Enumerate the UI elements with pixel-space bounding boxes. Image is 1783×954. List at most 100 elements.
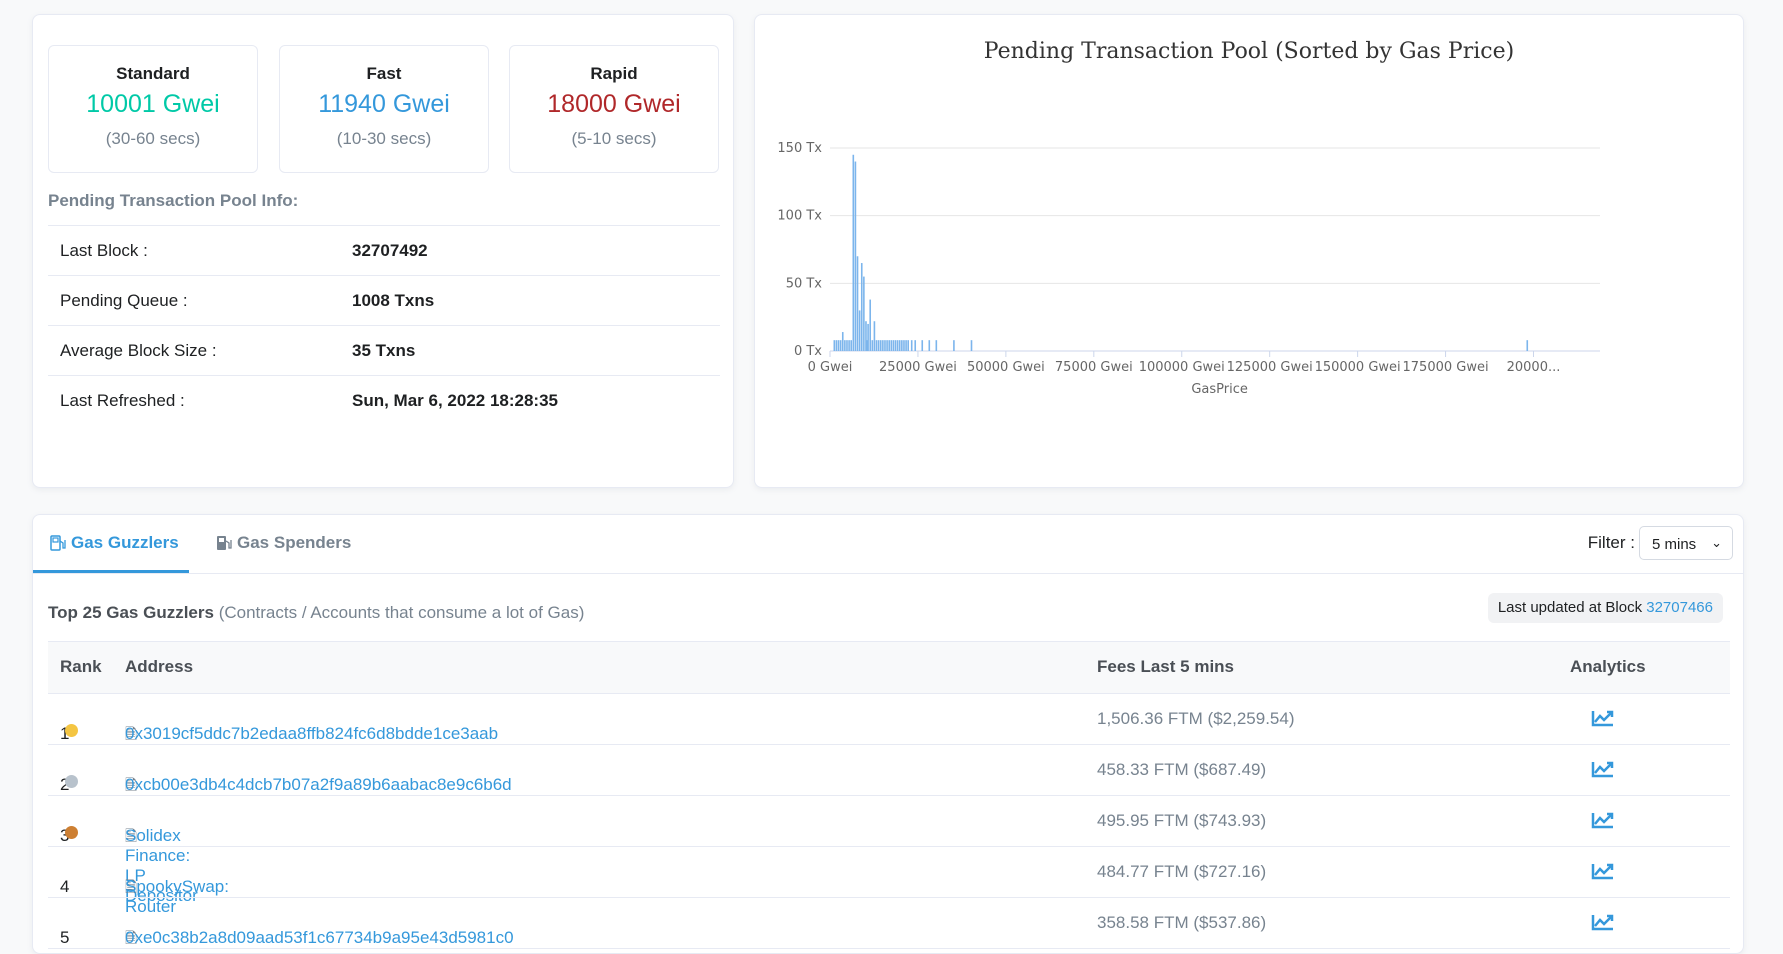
x-tick-label: 0 Gwei	[808, 360, 853, 375]
gas-guzzlers-card: Gas Guzzlers Gas Spenders Filter : 5 min…	[32, 514, 1744, 954]
info-value: Sun, Mar 6, 2022 18:28:35	[352, 391, 559, 410]
chart-title: Pending Transaction Pool (Sorted by Gas …	[983, 39, 1515, 64]
x-tick-label: 75000 Gwei	[1055, 360, 1133, 375]
chart-bar	[970, 340, 973, 351]
chart-bar	[914, 340, 917, 351]
chart-bar	[884, 340, 886, 351]
chart-bar	[901, 340, 903, 351]
contract-file-icon: 🗎	[125, 726, 138, 743]
address-link[interactable]: SpookySwap: Router	[125, 877, 229, 916]
fast-title: Fast	[366, 64, 402, 83]
chart-bar	[907, 340, 909, 351]
rank-value: 5	[60, 928, 70, 947]
chart-bar	[871, 340, 874, 351]
chart-bar	[839, 340, 842, 351]
table-row: 1 🗎0x3019cf5ddc7b2edaa8ffb824fc6d8bdde1ce…	[48, 694, 1730, 745]
chart-bar	[856, 256, 859, 351]
tab-gas-spenders[interactable]: Gas Spenders	[215, 533, 351, 553]
info-value: 32707492	[352, 241, 428, 260]
standard-price: 10001 Gwei	[86, 90, 220, 118]
table-title: Top 25 Gas Guzzlers (Contracts / Account…	[48, 603, 584, 623]
address-link[interactable]: 0xcb00e3db4c4dcb7b07a2f9a89b6aabac8e9c6b…	[125, 775, 512, 794]
chart-bar	[888, 340, 890, 351]
table-row: 5 🗎 0xe0c38b2a8d09aad53f1c67734b9a95e43d59…	[48, 898, 1730, 949]
chart-bar	[886, 340, 888, 351]
chart-bar	[892, 340, 895, 351]
chart-bar	[869, 299, 871, 351]
chart-bar	[896, 340, 899, 351]
header-address: Address	[125, 657, 194, 676]
chart-bar	[894, 340, 897, 351]
fast-gas-box: Fast 11940 Gwei (10-30 secs)	[279, 45, 489, 173]
chart-bar	[903, 340, 905, 351]
address-link[interactable]: 0x3019cf5ddc7b2edaa8ffb824fc6d8bdde1ce3a…	[125, 724, 499, 743]
info-label: Pending Queue :	[60, 291, 188, 310]
header-fees: Fees Last 5 mins	[1097, 657, 1235, 676]
chart-bar	[928, 340, 931, 351]
analytics-chart-icon[interactable]	[1591, 708, 1615, 728]
analytics-chart-icon[interactable]	[1591, 810, 1615, 830]
info-label: Last Block :	[60, 241, 148, 260]
gas-pump-icon	[50, 535, 66, 551]
chart-bar	[875, 340, 878, 351]
medal-icon	[65, 775, 78, 788]
y-tick-label: 50 Tx	[786, 276, 823, 291]
chart-bar	[879, 340, 882, 351]
filter-label: Filter :	[1587, 533, 1635, 552]
analytics-chart-icon[interactable]	[1591, 861, 1615, 881]
address-link[interactable]: Solidex Finance: LP Depositor	[125, 826, 198, 905]
contract-file-icon: 🗎	[125, 777, 138, 794]
chart-bar	[866, 340, 868, 351]
chart-bar	[910, 340, 913, 351]
contract-file-icon: 🗎	[125, 879, 138, 896]
chart-bar	[860, 263, 863, 351]
chevron-down-icon: ⌄	[1711, 535, 1722, 550]
address-link[interactable]: 0xe0c38b2a8d09aad53f1c67734b9a95e43d5981…	[125, 928, 514, 947]
info-label: Last Refreshed :	[60, 391, 185, 410]
chart-bar	[833, 340, 836, 351]
x-tick-label: 100000 Gwei	[1139, 360, 1225, 375]
x-tick-label: 175000 Gwei	[1403, 360, 1489, 375]
fees-cell: 484.77 FTM ($727.16)	[1097, 862, 1267, 881]
last-updated-block-link[interactable]: 32707466	[1646, 599, 1713, 616]
active-tab-indicator	[33, 570, 189, 573]
fast-price: 11940 Gwei	[318, 90, 450, 118]
info-value: 1008 Txns	[352, 291, 435, 310]
header-analytics: Analytics	[1570, 657, 1646, 676]
analytics-chart-icon[interactable]	[1591, 759, 1615, 779]
chart-bar	[890, 340, 893, 351]
last-updated-badge: Last updated at Block 32707466	[1487, 593, 1723, 623]
tab-gas-guzzlers[interactable]: Gas Guzzlers	[49, 533, 179, 553]
rapid-price: 18000 Gwei	[547, 90, 681, 118]
filter-select[interactable]: 5 mins ⌄	[1639, 526, 1733, 560]
chart-bar	[835, 340, 838, 351]
fees-cell: 495.95 FTM ($743.93)	[1097, 811, 1267, 830]
contract-file-icon: 🗎	[125, 828, 138, 845]
table-row: 3 🗎Solidex Finance: LP Depositor 495.95 FT…	[48, 796, 1730, 905]
last-updated-label: Last updated at Block	[1497, 599, 1643, 616]
rank-value: 2	[60, 775, 69, 795]
chart-bar	[882, 340, 884, 351]
x-tick-label: 25000 Gwei	[879, 360, 957, 375]
table-subtitle: (Contracts / Accounts that consume a lot…	[218, 603, 585, 622]
info-label: Average Block Size :	[60, 341, 217, 360]
chart-bar	[905, 340, 907, 351]
rapid-title: Rapid	[590, 64, 638, 83]
tab-bar: Gas Guzzlers Gas Spenders Filter : 5 min…	[33, 515, 1743, 574]
rapid-time: (5-10 secs)	[571, 129, 657, 148]
pending-pool-chart-card: Pending Transaction Pool (Sorted by Gas …	[754, 14, 1744, 488]
info-row-avg-block-size: Average Block Size : 35 Txns	[48, 325, 720, 375]
info-row-pending-queue: Pending Queue : 1008 Txns	[48, 275, 720, 325]
table-header: Rank Address Fees Last 5 mins Analytics	[48, 641, 1730, 694]
header-rank: Rank	[60, 657, 102, 676]
analytics-chart-icon[interactable]	[1591, 912, 1615, 932]
chart-bar	[846, 340, 848, 351]
rank-value: 1	[60, 724, 69, 744]
x-tick-label: 50000 Gwei	[967, 360, 1045, 375]
tab-label: Gas Guzzlers	[71, 533, 179, 552]
standard-title: Standard	[116, 64, 190, 83]
chart-bar	[867, 323, 869, 351]
x-tick-label: 150000 Gwei	[1315, 360, 1401, 375]
fees-cell: 1,506.36 FTM ($2,259.54)	[1097, 709, 1295, 728]
chart-bar	[1526, 340, 1529, 351]
